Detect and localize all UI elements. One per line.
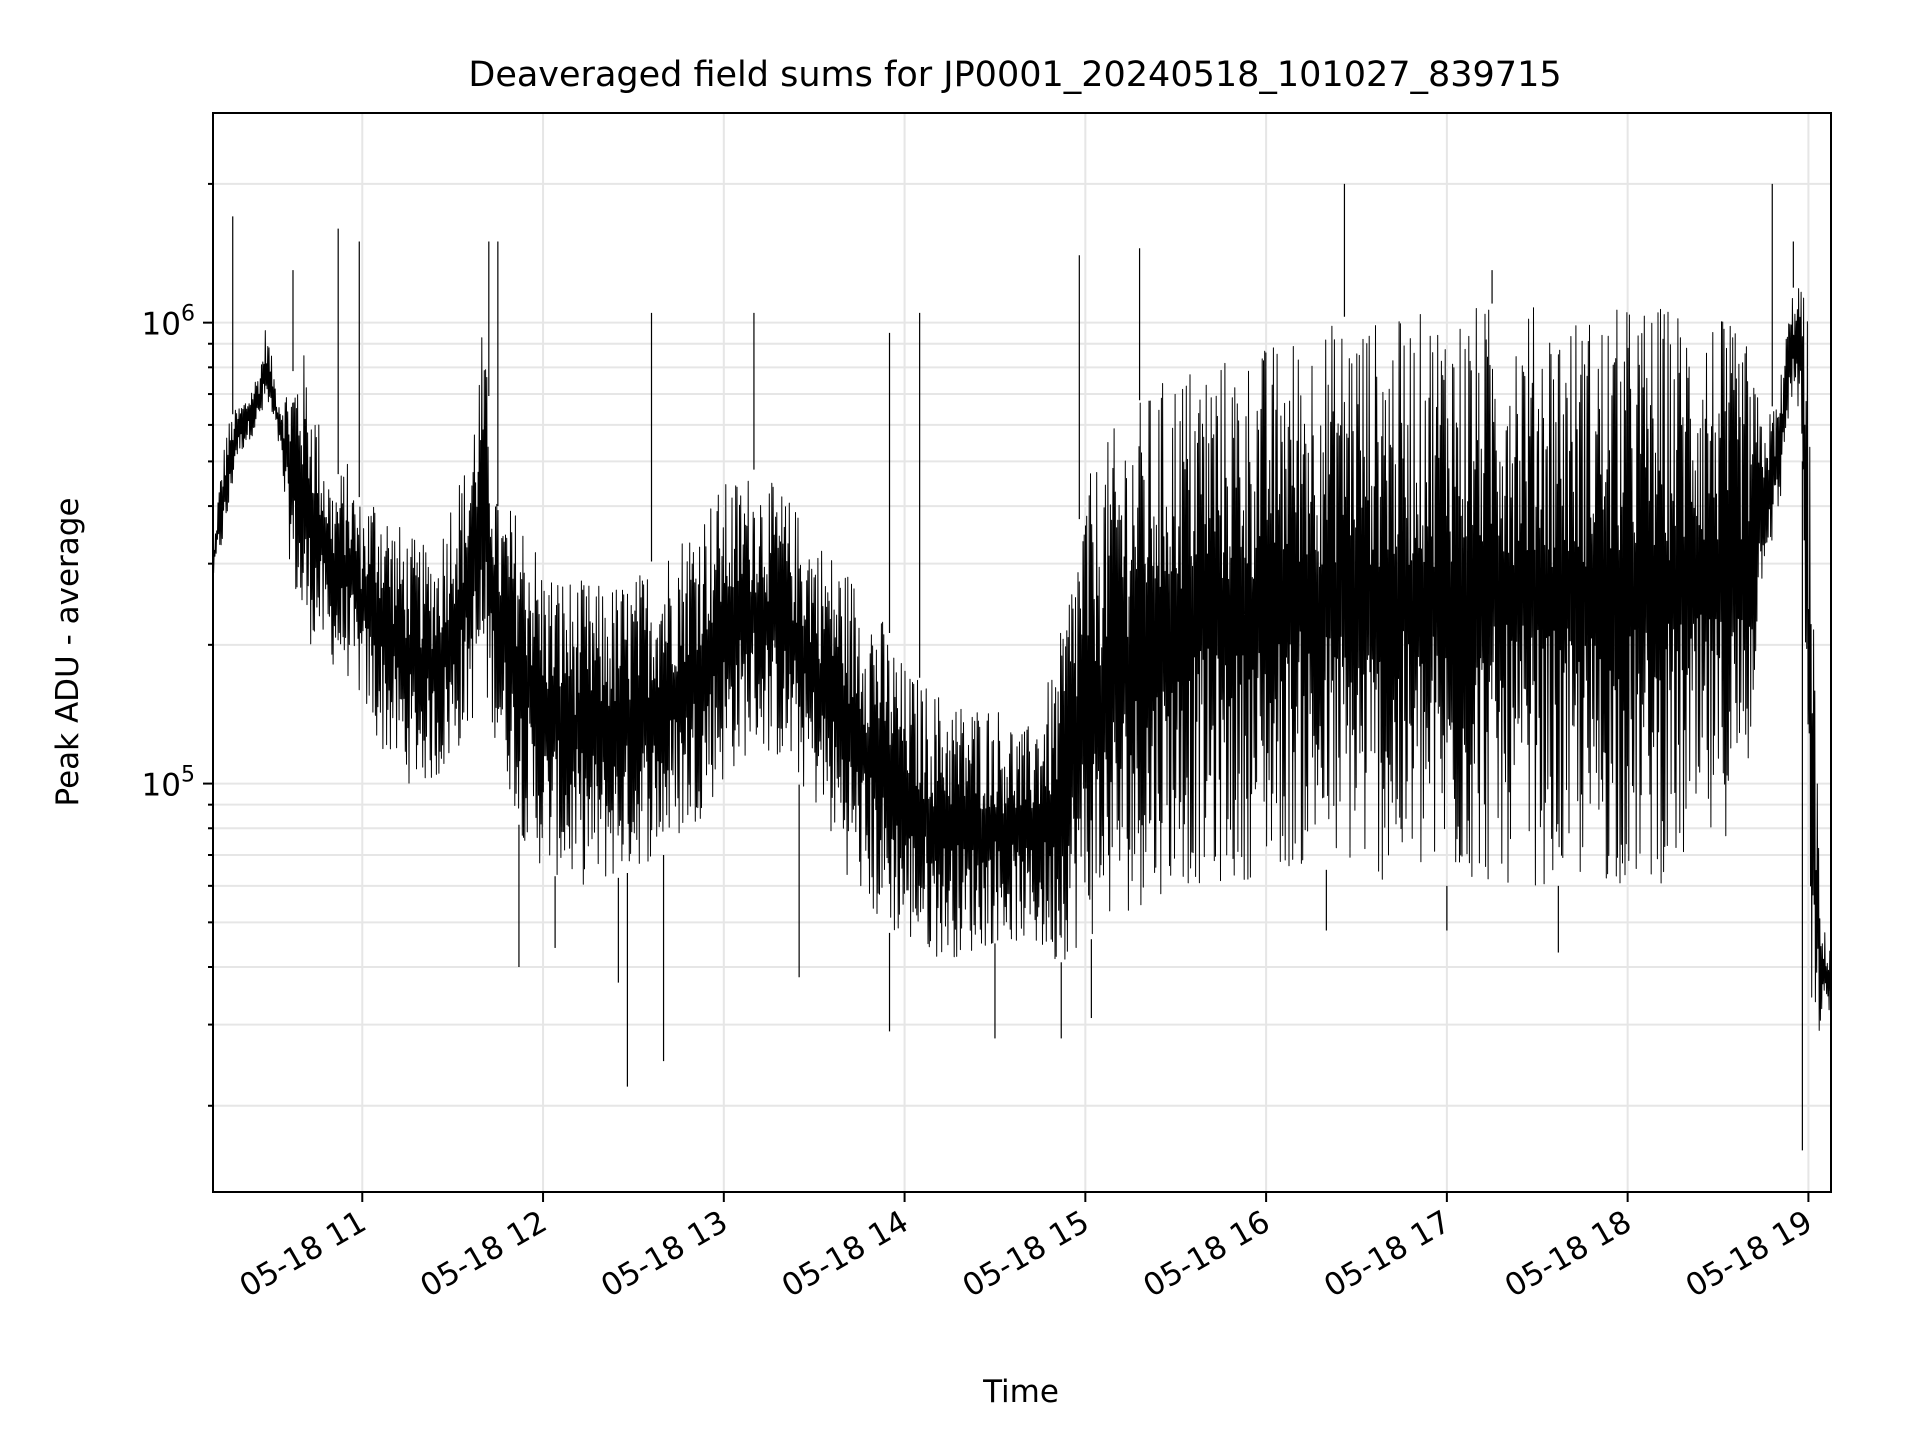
series-line xyxy=(212,288,1832,1031)
x-axis-label: Time xyxy=(982,1374,1059,1410)
y-tick-label: 105 xyxy=(142,763,195,804)
plot-area-frame xyxy=(212,112,1832,1193)
y-axis-label: Peak ADU - average xyxy=(50,497,86,806)
chart-title: Deaveraged field sums for JP0001_2024051… xyxy=(468,55,1561,95)
y-tick-exponent: 5 xyxy=(181,763,195,788)
y-tick-base: 10 xyxy=(142,307,181,343)
y-tick-exponent: 6 xyxy=(181,302,195,327)
y-tick-label: 106 xyxy=(142,302,195,343)
y-tick-base: 10 xyxy=(142,768,181,804)
series-layer xyxy=(212,183,1832,1151)
